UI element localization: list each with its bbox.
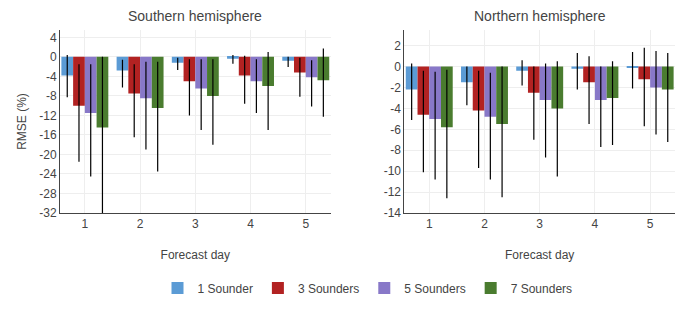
svg-text:-20: -20 <box>39 148 57 162</box>
svg-text:-8: -8 <box>390 143 401 157</box>
svg-text:4: 4 <box>592 217 599 231</box>
svg-text:-14: -14 <box>384 206 402 220</box>
svg-text:3: 3 <box>536 217 543 231</box>
svg-text:-2: -2 <box>390 81 401 95</box>
svg-text:0: 0 <box>394 60 401 74</box>
svg-text:3: 3 <box>192 217 199 231</box>
svg-text:5: 5 <box>302 217 309 231</box>
svg-text:-24: -24 <box>39 167 57 181</box>
svg-text:Southern hemisphere: Southern hemisphere <box>128 8 262 24</box>
svg-text:7 Sounders: 7 Sounders <box>511 282 572 296</box>
svg-text:1: 1 <box>426 217 433 231</box>
svg-text:3 Sounders: 3 Sounders <box>298 282 359 296</box>
svg-text:Northern hemisphere: Northern hemisphere <box>474 8 606 24</box>
svg-text:-12: -12 <box>39 109 57 123</box>
svg-text:-28: -28 <box>39 187 57 201</box>
svg-text:RMSE (%): RMSE (%) <box>15 93 29 150</box>
svg-text:-4: -4 <box>390 102 401 116</box>
svg-text:4: 4 <box>50 31 57 45</box>
svg-text:0: 0 <box>50 50 57 64</box>
svg-text:5: 5 <box>647 217 654 231</box>
svg-text:2: 2 <box>394 39 401 53</box>
svg-text:2: 2 <box>481 217 488 231</box>
svg-text:5 Sounders: 5 Sounders <box>404 282 465 296</box>
svg-text:Forecast day: Forecast day <box>161 248 230 262</box>
svg-text:-4: -4 <box>46 70 57 84</box>
svg-text:1 Sounder: 1 Sounder <box>198 282 253 296</box>
svg-text:-32: -32 <box>39 206 57 220</box>
svg-text:Forecast day: Forecast day <box>505 248 574 262</box>
svg-text:-10: -10 <box>384 164 402 178</box>
svg-text:-8: -8 <box>46 89 57 103</box>
svg-text:4: 4 <box>247 217 254 231</box>
svg-text:1: 1 <box>82 217 89 231</box>
svg-text:-12: -12 <box>384 185 402 199</box>
svg-text:-16: -16 <box>39 128 57 142</box>
svg-text:-6: -6 <box>390 123 401 137</box>
svg-text:2: 2 <box>137 217 144 231</box>
